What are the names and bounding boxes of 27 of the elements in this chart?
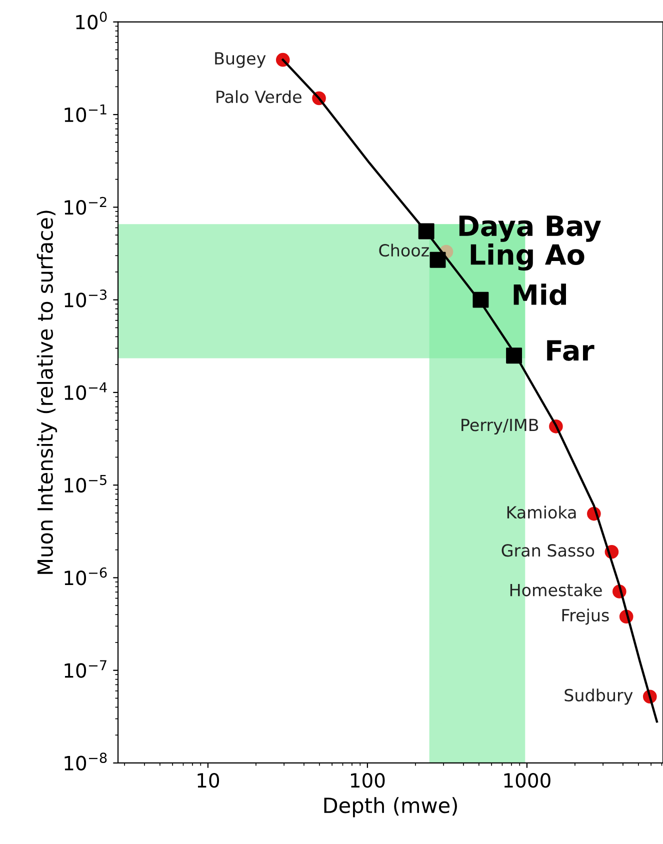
annotation: Bugey [215, 52, 266, 68]
annotation: Perry/IMB [462, 418, 538, 434]
annotation: Daya Bay [459, 216, 601, 242]
x-tick-label: 1000 [504, 773, 550, 788]
annotation: Chooz [379, 244, 429, 257]
y-tick-label: 10$^{−3}$ [64, 290, 106, 308]
y-tick-label: 10$^{−1}$ [64, 104, 106, 122]
x-axis-title: Depth (mwe) [324, 797, 457, 818]
y-tick-label: 10$^{−8}$ [64, 752, 107, 770]
y-tick-label: 10$^{0}$ [76, 12, 107, 30]
annotation: Ling Ao [470, 244, 584, 271]
y-tick-label: 10$^{−4}$ [64, 382, 107, 400]
annotation: Palo Verde [216, 90, 302, 104]
y-tick-label: 10$^{−5}$ [64, 474, 106, 493]
annotation: Mid [514, 284, 566, 306]
annotation: Gran Sasso [502, 544, 594, 557]
annotation: Homestake [510, 583, 602, 596]
y-tick-label: 10$^{−7}$ [64, 660, 106, 678]
y-tick-label: 10$^{−2}$ [64, 196, 106, 215]
y-tick-label: 10$^{−6}$ [64, 567, 107, 586]
x-tick-label: 100 [351, 773, 385, 788]
annotation: Kamioka [507, 506, 576, 519]
x-tick-label: 10 [198, 773, 220, 788]
annotation: Frejus [562, 608, 609, 625]
annotation: Sudbury [564, 688, 633, 705]
y-axis-title: Muon Intensity (relative to surface) [36, 210, 58, 574]
annotation: Far [547, 340, 594, 361]
